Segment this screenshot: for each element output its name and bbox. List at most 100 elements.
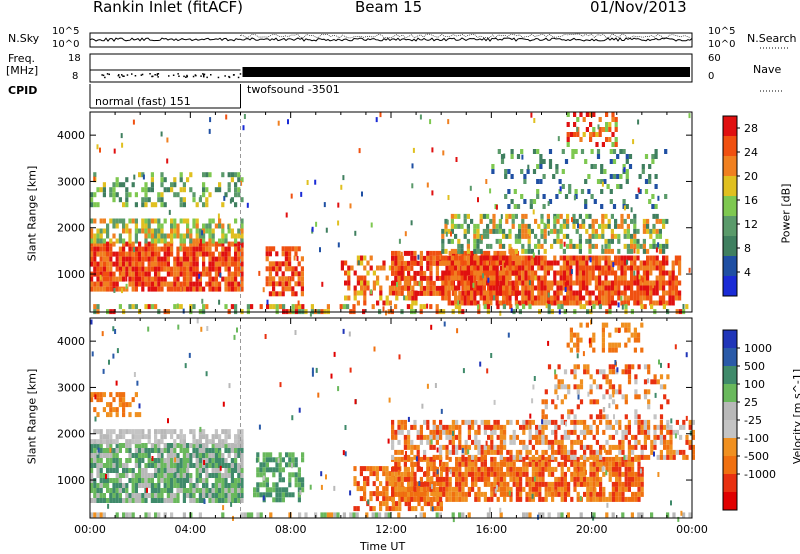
velocity-cell bbox=[663, 424, 667, 430]
power-cell bbox=[505, 300, 509, 306]
power-cell bbox=[397, 270, 401, 276]
power-cell bbox=[300, 286, 304, 292]
velocity-cell bbox=[525, 481, 529, 487]
power-cell bbox=[502, 255, 506, 261]
velocity-cell bbox=[471, 471, 475, 477]
velocity-cell bbox=[109, 412, 113, 418]
velocity-cell bbox=[272, 457, 276, 463]
velocity-cell bbox=[586, 424, 590, 430]
power-cell bbox=[502, 228, 506, 234]
power-cell bbox=[265, 266, 269, 272]
velocity-cell bbox=[205, 434, 209, 440]
power-cell bbox=[492, 213, 496, 219]
velocity-cell bbox=[576, 491, 580, 497]
power-cell bbox=[617, 260, 621, 266]
velocity-cell bbox=[615, 419, 619, 425]
velocity-cell bbox=[198, 453, 202, 458]
velocity-cell bbox=[547, 486, 551, 492]
velocity-cell bbox=[410, 461, 414, 467]
power-cell bbox=[471, 250, 475, 256]
power-cell bbox=[665, 238, 669, 244]
velocity-cell bbox=[685, 439, 689, 445]
velocity-cell bbox=[643, 444, 647, 450]
velocity-cell bbox=[224, 429, 228, 435]
power-cell bbox=[218, 223, 222, 229]
power-cell bbox=[423, 275, 427, 281]
velocity-cell bbox=[477, 439, 481, 445]
velocity-cell bbox=[391, 496, 395, 502]
power-cell bbox=[211, 228, 215, 234]
velocity-cell bbox=[112, 453, 116, 458]
power-cell bbox=[555, 164, 559, 169]
power-cell bbox=[542, 174, 546, 179]
power-cell bbox=[444, 285, 448, 291]
power-cell bbox=[598, 275, 602, 281]
velocity-cell bbox=[487, 424, 491, 430]
power-cell bbox=[556, 218, 560, 224]
velocity-cell bbox=[631, 466, 635, 472]
velocity-cell bbox=[403, 461, 407, 467]
power-cell bbox=[300, 281, 304, 287]
velocity-cell bbox=[372, 506, 376, 512]
power-cell bbox=[489, 280, 493, 286]
velocity-cell bbox=[669, 434, 673, 440]
velocity-sparse-cell bbox=[294, 330, 297, 335]
power-cell bbox=[416, 270, 420, 276]
power-cell bbox=[284, 251, 288, 257]
power-cell bbox=[163, 256, 167, 262]
power-cell bbox=[665, 218, 669, 224]
power-cell bbox=[240, 197, 244, 203]
nave-point bbox=[140, 74, 143, 76]
power-cell bbox=[665, 290, 669, 296]
power-cell bbox=[641, 169, 645, 174]
power-cell bbox=[460, 275, 464, 281]
velocity-cell bbox=[589, 399, 593, 405]
velocity-cell bbox=[429, 486, 433, 492]
power-cell bbox=[134, 202, 138, 208]
velocity-cell bbox=[528, 434, 532, 440]
velocity-cell bbox=[410, 456, 414, 462]
velocity-cell bbox=[615, 471, 619, 477]
velocity-cell bbox=[410, 424, 414, 430]
power-cell bbox=[489, 270, 493, 276]
power-cell bbox=[369, 255, 373, 261]
power-cell bbox=[160, 286, 164, 292]
power-cell bbox=[518, 238, 522, 244]
power-cell bbox=[429, 270, 433, 276]
velocity-cell bbox=[525, 461, 529, 467]
velocity-cell bbox=[541, 414, 545, 420]
velocity-cell bbox=[608, 424, 612, 430]
velocity-cell bbox=[589, 424, 593, 430]
velocity-cell bbox=[363, 466, 367, 472]
velocity-cell bbox=[99, 468, 103, 473]
power-cell bbox=[118, 286, 122, 292]
power-cell bbox=[598, 255, 602, 261]
velocity-cell bbox=[653, 379, 657, 385]
power-cell bbox=[655, 290, 659, 296]
power-cell bbox=[208, 233, 212, 239]
velocity-cell bbox=[557, 486, 561, 492]
velocity-cell bbox=[131, 397, 135, 403]
power-sparse-cell bbox=[652, 283, 655, 289]
power-cell bbox=[550, 228, 554, 234]
velocity-cell bbox=[624, 429, 628, 435]
power-cell bbox=[630, 275, 634, 281]
power-cell bbox=[99, 246, 103, 252]
velocity-cell bbox=[624, 496, 628, 502]
velocity-cell bbox=[96, 468, 100, 473]
power-cell bbox=[454, 213, 458, 219]
power-cell bbox=[138, 228, 142, 234]
velocity-cell bbox=[461, 486, 465, 492]
power-cell bbox=[272, 246, 276, 252]
power-cell bbox=[447, 280, 451, 286]
power-cell bbox=[658, 233, 662, 239]
velocity-cell bbox=[647, 404, 651, 410]
power-cell bbox=[205, 202, 209, 208]
power-cell bbox=[636, 228, 640, 234]
power-cell bbox=[607, 265, 611, 271]
power-cell bbox=[518, 265, 522, 271]
power-cell bbox=[674, 295, 678, 301]
velocity-cell bbox=[458, 496, 462, 502]
velocity-cell bbox=[363, 481, 367, 487]
velocity-cell bbox=[189, 453, 193, 458]
